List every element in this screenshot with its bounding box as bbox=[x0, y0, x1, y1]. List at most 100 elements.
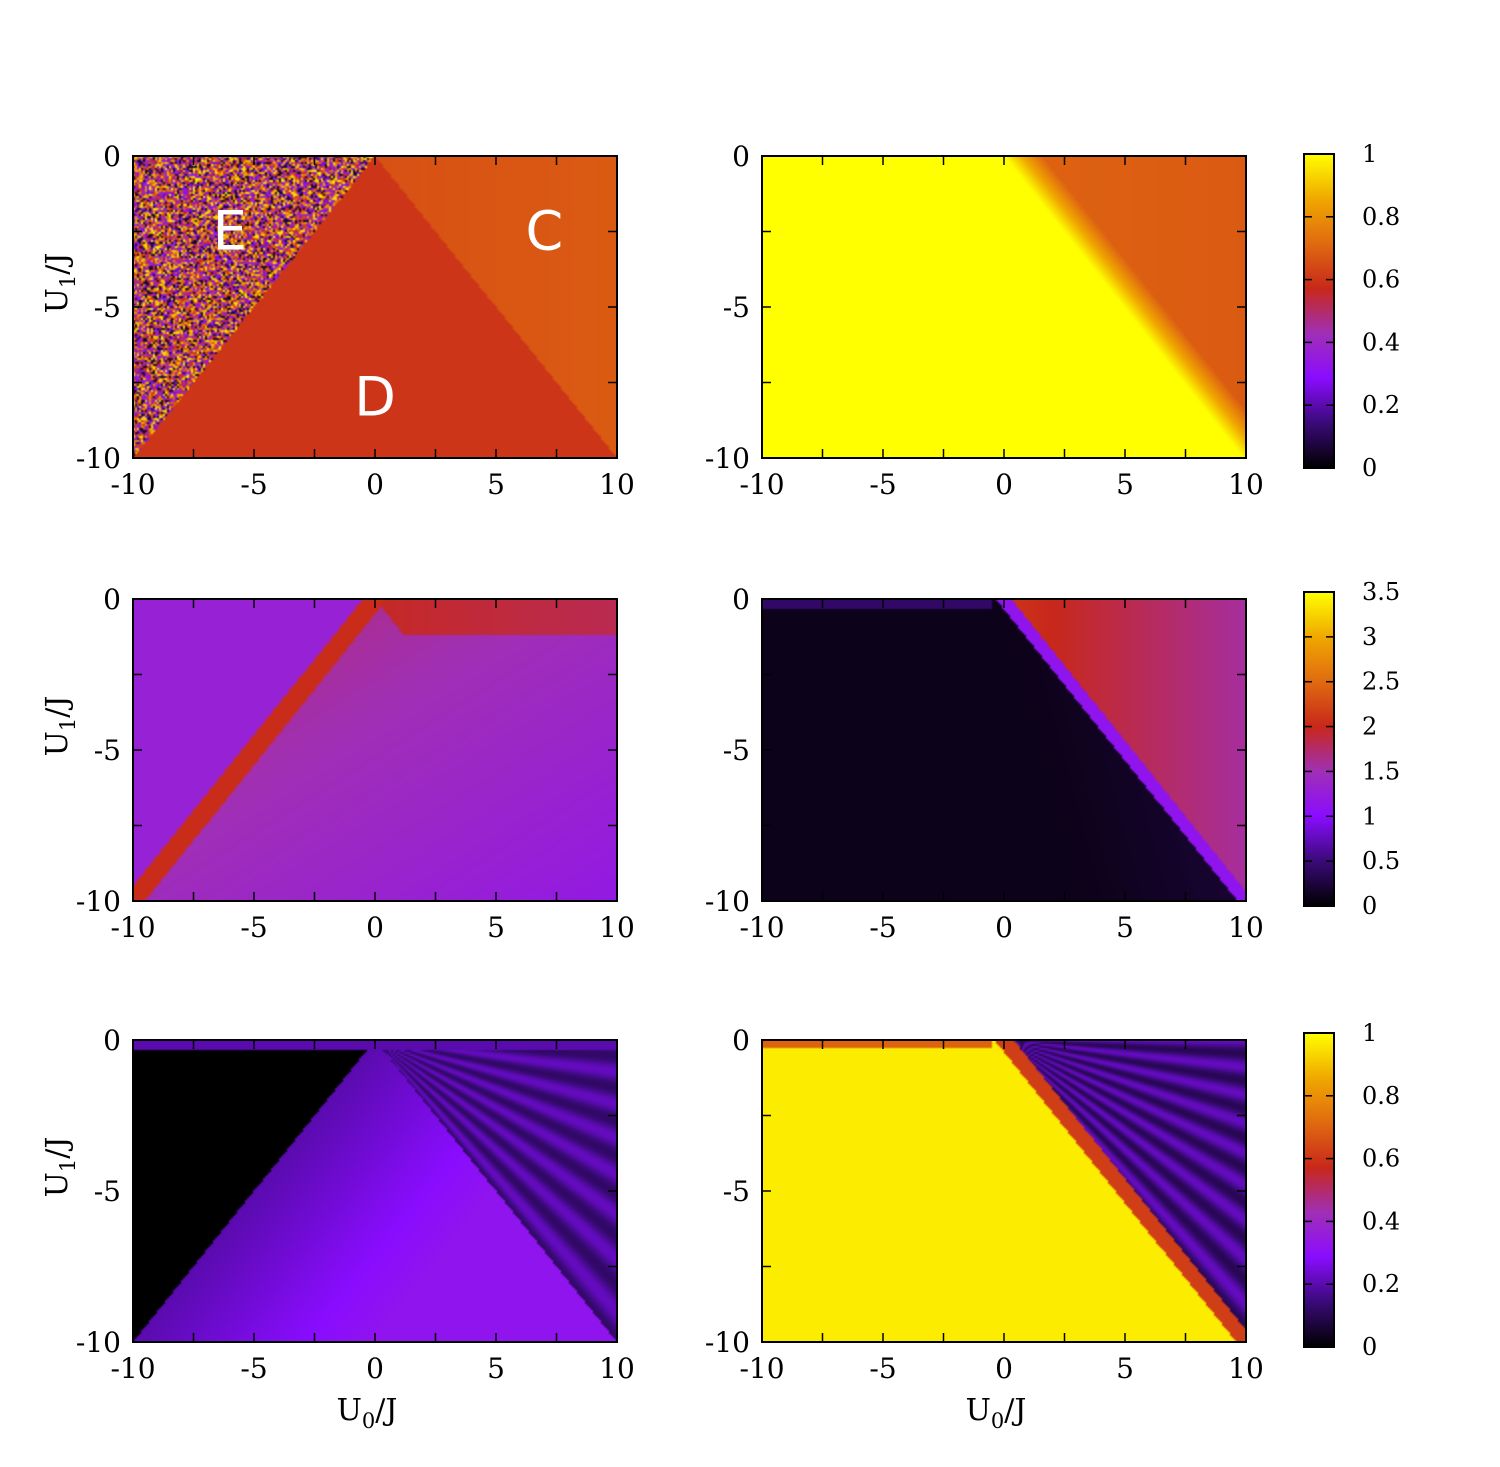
colorbar-tick-label: 0.8 bbox=[1362, 203, 1400, 231]
colorbar-tick-label: 0.4 bbox=[1362, 328, 1400, 356]
colorbar-tick-label: 3 bbox=[1362, 623, 1377, 651]
plot-frame bbox=[761, 155, 1247, 459]
x-tick-label: 5 bbox=[487, 911, 505, 944]
x-tick-label: -5 bbox=[240, 1352, 267, 1385]
x-tick-label: 0 bbox=[995, 911, 1013, 944]
colorbars: 0 0.2 0.4 0.6 0.8 1 0 0.5 1 1.5 2 2.5 3 3.5 0 0.2 0.4 0.6… bbox=[1303, 140, 1400, 1361]
colorbar-tick-label: 1 bbox=[1362, 140, 1377, 168]
plot-frame bbox=[761, 598, 1247, 902]
colorbar-tick-label: 1.5 bbox=[1362, 757, 1400, 785]
x-tick-label: 5 bbox=[1116, 468, 1134, 501]
y-tick-label: -10 bbox=[705, 885, 750, 918]
y-tick-label: 0 bbox=[103, 583, 121, 616]
panel-row1-left: -10 -5 0 5 10 -10 -5 0 U1/J E C D bbox=[40, 140, 635, 501]
y-tick-label: -10 bbox=[76, 442, 121, 475]
colorbar-tick-label: 0.6 bbox=[1362, 1145, 1400, 1173]
x-tick-label: 0 bbox=[366, 911, 384, 944]
colorbar-tick-label: 2.5 bbox=[1362, 668, 1400, 696]
colorbar-3: 0 0.2 0.4 0.6 0.8 1 bbox=[1303, 1019, 1400, 1361]
x-tick-label: -10 bbox=[110, 911, 155, 944]
x-tick-label: 10 bbox=[1228, 468, 1264, 501]
y-tick-label: -10 bbox=[705, 1326, 750, 1359]
heatmap-image bbox=[762, 599, 1246, 901]
colorbar-tick-label: 0.2 bbox=[1362, 1270, 1400, 1298]
plot-frame bbox=[761, 1039, 1247, 1343]
colorbar-tick-label: 0.6 bbox=[1362, 266, 1400, 294]
x-tick-label: 10 bbox=[599, 911, 635, 944]
y-tick-label: -10 bbox=[76, 885, 121, 918]
colorbar-tick-label: 1 bbox=[1362, 1019, 1377, 1047]
x-tick-label: 5 bbox=[1116, 911, 1134, 944]
annotation-C: C bbox=[526, 200, 564, 263]
colorbar-tick-label: 3.5 bbox=[1362, 578, 1400, 606]
colorbar-tick-label: 0.2 bbox=[1362, 391, 1400, 419]
plot-frame bbox=[132, 598, 618, 902]
x-tick-label: -5 bbox=[869, 911, 896, 944]
y-tick-label: -5 bbox=[94, 1175, 121, 1208]
colorbar-tick-label: 0 bbox=[1362, 892, 1377, 920]
x-tick-label: 0 bbox=[366, 1352, 384, 1385]
annotation-E: E bbox=[213, 200, 247, 263]
colorbar-tick-label: 2 bbox=[1362, 713, 1377, 741]
y-tick-label: 0 bbox=[732, 140, 750, 173]
y-axis-label: U1/J bbox=[40, 253, 80, 314]
y-tick-label: -5 bbox=[94, 734, 121, 767]
plot-frame bbox=[132, 155, 618, 459]
x-tick-label: -10 bbox=[739, 468, 784, 501]
panel-row3-left: -10 -5 0 5 10 -10 -5 0 U1/J U0/J bbox=[40, 1024, 635, 1433]
heatmap-image bbox=[133, 1040, 617, 1342]
y-tick-label: -10 bbox=[76, 1326, 121, 1359]
y-tick-label: 0 bbox=[732, 583, 750, 616]
y-axis-label: U1/J bbox=[40, 696, 80, 757]
colorbar-frame bbox=[1303, 153, 1335, 469]
y-axis-label: U1/J bbox=[40, 1137, 80, 1198]
y-tick-label: -5 bbox=[723, 291, 750, 324]
x-tick-label: 5 bbox=[1116, 1352, 1134, 1385]
y-tick-label: -5 bbox=[723, 734, 750, 767]
colorbar-tick-label: 0 bbox=[1362, 1333, 1377, 1361]
panel-row1-right: -10 -5 0 5 10 -10 -5 0 bbox=[705, 140, 1264, 501]
x-tick-label: 10 bbox=[599, 1352, 635, 1385]
panel-row3-right: -10 -5 0 5 10 -10 -5 0 U0/J bbox=[705, 1024, 1264, 1433]
y-tick-label: 0 bbox=[103, 140, 121, 173]
x-tick-label: -5 bbox=[869, 1352, 896, 1385]
colorbar-tick-label: 1 bbox=[1362, 802, 1377, 830]
x-tick-label: -10 bbox=[739, 911, 784, 944]
x-tick-label: -10 bbox=[739, 1352, 784, 1385]
colorbar-tick-label: 0.8 bbox=[1362, 1082, 1400, 1110]
x-tick-label: 5 bbox=[487, 468, 505, 501]
colorbar-gradient bbox=[1304, 1033, 1334, 1347]
x-tick-label: 5 bbox=[487, 1352, 505, 1385]
x-tick-label: 0 bbox=[995, 468, 1013, 501]
x-tick-label: 0 bbox=[366, 468, 384, 501]
x-axis-label: U0/J bbox=[966, 1393, 1027, 1433]
x-tick-label: -5 bbox=[869, 468, 896, 501]
panel-row2-left: -10 -5 0 5 10 -10 -5 0 U1/J bbox=[40, 583, 635, 944]
colorbar-1: 0 0.2 0.4 0.6 0.8 1 bbox=[1303, 140, 1400, 482]
x-tick-label: -5 bbox=[240, 911, 267, 944]
y-tick-label: -5 bbox=[94, 291, 121, 324]
y-tick-label: 0 bbox=[103, 1024, 121, 1057]
colorbar-gradient bbox=[1304, 592, 1334, 906]
panel-row2-right: -10 -5 0 5 10 -10 -5 0 bbox=[705, 583, 1264, 944]
x-tick-label: 0 bbox=[995, 1352, 1013, 1385]
colorbar-frame bbox=[1303, 1032, 1335, 1348]
plot-frame bbox=[132, 1039, 618, 1343]
heatmap-image bbox=[133, 156, 617, 458]
x-tick-label: 10 bbox=[1228, 1352, 1264, 1385]
y-tick-label: -5 bbox=[723, 1175, 750, 1208]
colorbar-tick-label: 0.4 bbox=[1362, 1207, 1400, 1235]
heatmap-image bbox=[762, 1040, 1246, 1342]
x-tick-label: -10 bbox=[110, 468, 155, 501]
x-tick-label: -10 bbox=[110, 1352, 155, 1385]
x-tick-label: 10 bbox=[599, 468, 635, 501]
y-tick-label: -10 bbox=[705, 442, 750, 475]
x-tick-label: -5 bbox=[240, 468, 267, 501]
heatmap-image bbox=[762, 156, 1246, 458]
heatmap-image bbox=[133, 599, 617, 901]
colorbar-gradient bbox=[1304, 154, 1334, 468]
x-tick-label: 10 bbox=[1228, 911, 1264, 944]
x-axis-label: U0/J bbox=[337, 1393, 398, 1433]
